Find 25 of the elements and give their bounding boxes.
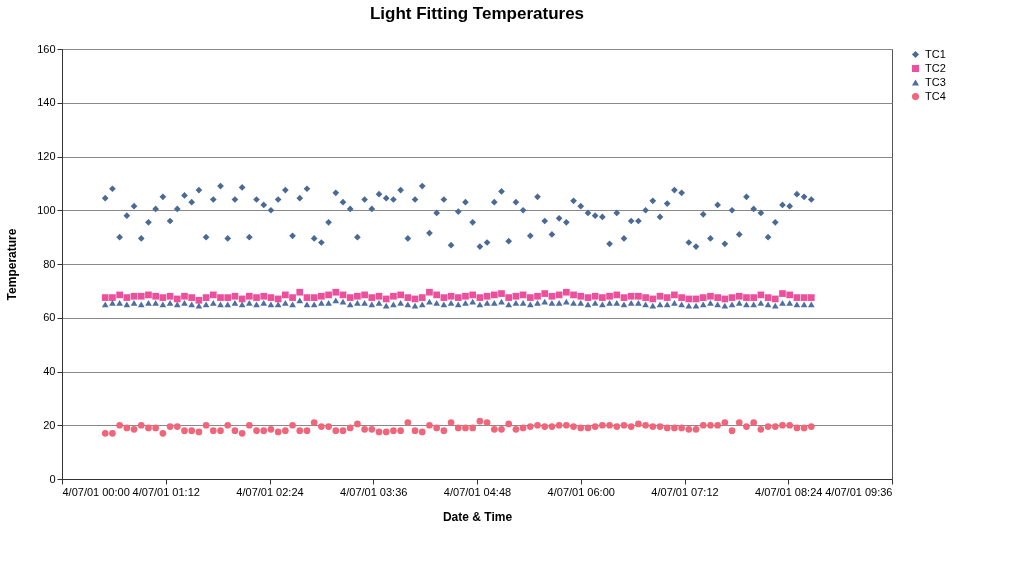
y-tick-label: 60 — [43, 311, 56, 324]
y-tick-label: 80 — [43, 257, 56, 270]
x-tick-label: 4/07/01 04:48 — [443, 485, 512, 498]
x-tick-label: 4/07/01 06:00 — [547, 485, 615, 498]
y-tick-label: 100 — [37, 203, 56, 216]
legend-label: TC2 — [925, 61, 946, 74]
x-tick-label: 4/07/01 09:36 — [825, 485, 893, 498]
x-axis-title: Date & Time — [442, 509, 513, 524]
y-tick-label: 120 — [37, 150, 56, 162]
x-tick-label: 4/07/01 07:12 — [651, 485, 719, 498]
y-tick-label: 20 — [43, 418, 56, 431]
legend-label: TC4 — [925, 89, 946, 102]
y-tick-label: 40 — [43, 365, 56, 377]
legend-label: TC1 — [925, 47, 946, 60]
y-tick-label: 0 — [49, 472, 56, 485]
x-tick-label: 4/07/01 02:24 — [236, 485, 304, 498]
y-axis-title: Temperature — [5, 228, 20, 301]
x-tick-label: 4/07/01 01:12 — [132, 485, 200, 498]
legend-label: TC3 — [925, 75, 946, 88]
x-tick-label: 4/07/01 00:00 — [62, 485, 130, 498]
y-tick-label: 160 — [37, 42, 56, 55]
chart-title: Light Fitting Temperatures — [369, 4, 585, 23]
y-tick-label: 140 — [37, 96, 56, 109]
x-tick-label: 4/07/01 03:36 — [340, 485, 408, 498]
x-tick-label: 4/07/01 08:24 — [755, 485, 823, 498]
